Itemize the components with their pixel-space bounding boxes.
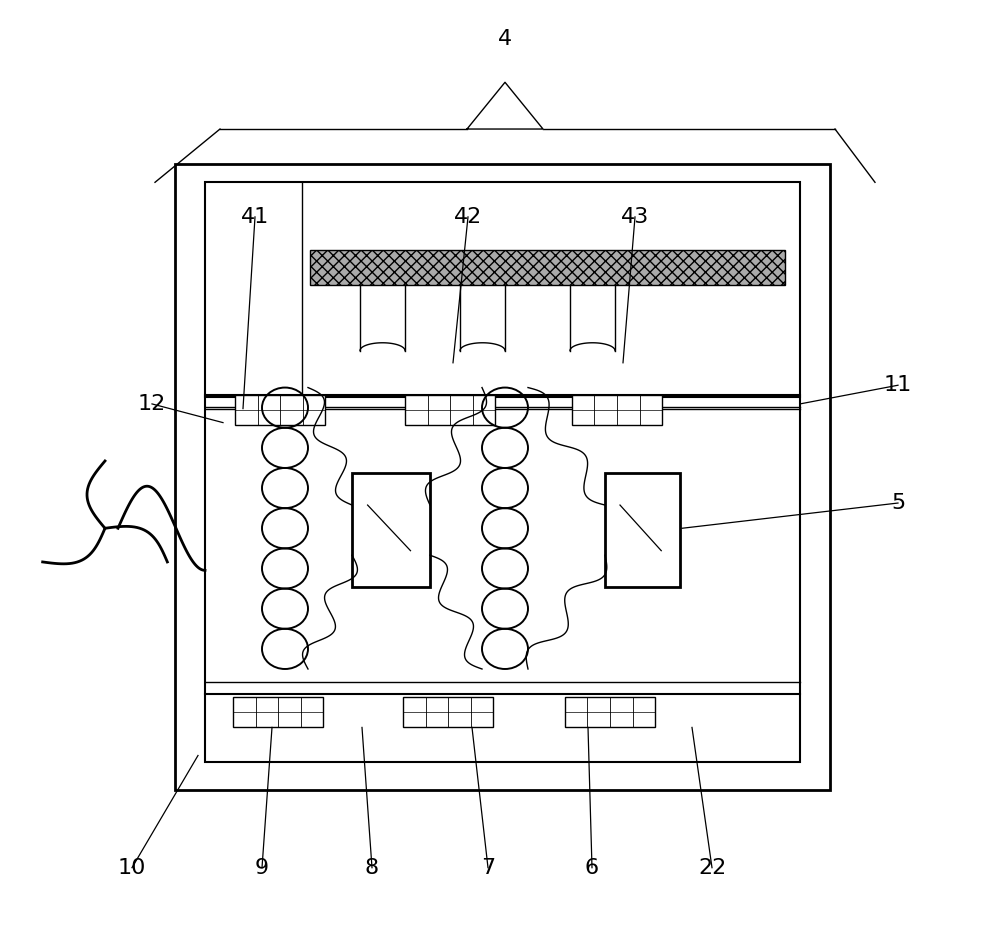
Bar bbox=[403, 697, 493, 727]
Bar bbox=[605, 473, 680, 587]
Bar bbox=[565, 697, 655, 727]
Text: 11: 11 bbox=[884, 375, 912, 396]
Bar bbox=[572, 395, 662, 425]
Bar bbox=[352, 473, 430, 587]
Polygon shape bbox=[467, 82, 543, 129]
Text: 43: 43 bbox=[621, 207, 649, 227]
Bar bbox=[405, 395, 495, 425]
Text: 41: 41 bbox=[241, 207, 269, 227]
Text: 8: 8 bbox=[365, 857, 379, 878]
Text: 22: 22 bbox=[698, 857, 726, 878]
Bar bbox=[235, 395, 325, 425]
Text: 12: 12 bbox=[138, 394, 166, 414]
Text: 42: 42 bbox=[454, 207, 482, 227]
Bar bbox=[175, 164, 830, 790]
Text: 5: 5 bbox=[891, 493, 905, 513]
Bar bbox=[205, 182, 800, 762]
Text: 7: 7 bbox=[481, 857, 495, 878]
Bar bbox=[310, 250, 785, 285]
Bar bbox=[233, 697, 323, 727]
Text: 10: 10 bbox=[118, 857, 146, 878]
Text: 9: 9 bbox=[255, 857, 269, 878]
Text: 6: 6 bbox=[585, 857, 599, 878]
Text: 4: 4 bbox=[498, 29, 512, 50]
